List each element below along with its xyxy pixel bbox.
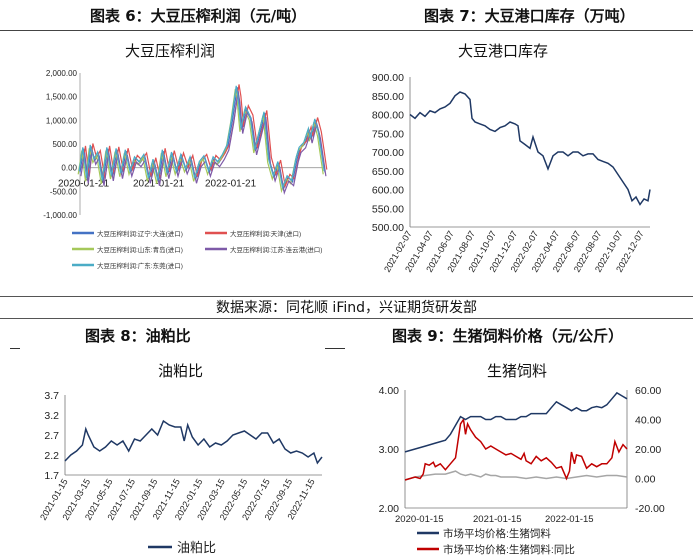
series-line bbox=[77, 89, 324, 194]
y-tick-label: 1,000.00 bbox=[46, 116, 78, 125]
y-tick-label: 500.00 bbox=[372, 222, 404, 234]
y-tick-label: 2.00 bbox=[379, 503, 400, 515]
y-tick-label: 650.00 bbox=[372, 166, 404, 178]
y-tick-label: 800.00 bbox=[372, 110, 404, 122]
chart-header-8: 图表 8：油粕比 bbox=[85, 327, 191, 345]
y-tick-label: 2.7 bbox=[44, 430, 59, 442]
y2-tick-label: 20.00 bbox=[635, 444, 661, 456]
chart-1-title: 大豆压榨利润 bbox=[125, 42, 216, 60]
y-tick-label: 3.2 bbox=[44, 410, 59, 422]
legend-label: 大豆压榨利润:江苏:连云港(进口) bbox=[230, 245, 322, 254]
y-tick-label: 700.00 bbox=[372, 147, 404, 159]
y-tick-label: 3.00 bbox=[379, 444, 400, 456]
chart-header-9: 图表 9：生猪饲料价格（元/公斤） bbox=[392, 327, 624, 345]
y2-tick-label: -20.00 bbox=[635, 503, 665, 515]
series-line-gray bbox=[404, 470, 628, 481]
divider bbox=[325, 348, 345, 349]
y-tick-label: 600.00 bbox=[372, 185, 404, 197]
series-line bbox=[64, 419, 323, 465]
y2-tick-label: 0.00 bbox=[635, 474, 656, 486]
chart-header-6: 图表 6：大豆压榨利润（元/吨） bbox=[90, 7, 307, 25]
chart-2-title: 大豆港口库存 bbox=[458, 42, 549, 60]
series-line-price bbox=[404, 391, 628, 453]
y-tick-label: 850.00 bbox=[372, 91, 404, 103]
series-line bbox=[409, 91, 651, 206]
x-tick-label: 2021-01-15 bbox=[473, 514, 522, 525]
y-tick-label: 3.7 bbox=[44, 390, 59, 402]
x-tick-label: 2022-01-15 bbox=[545, 514, 594, 525]
y-tick-label: -500.00 bbox=[50, 187, 78, 196]
y-tick-label: -1,000.00 bbox=[43, 211, 77, 220]
y-tick-label: 2,000.00 bbox=[46, 69, 78, 78]
y-tick-label: 550.00 bbox=[372, 203, 404, 215]
series-line-yoy bbox=[404, 417, 628, 481]
y-tick-label: 1.7 bbox=[44, 470, 59, 482]
series-line bbox=[78, 85, 325, 190]
y2-tick-label: 60.00 bbox=[635, 385, 661, 397]
divider bbox=[0, 30, 693, 31]
series-line bbox=[79, 87, 326, 192]
y-tick-label: 1,500.00 bbox=[46, 93, 78, 102]
legend-label: 大豆压榨利润:山东:青岛(进口) bbox=[97, 245, 183, 254]
y2-tick-label: 40.00 bbox=[635, 415, 661, 427]
y-tick-label: 900.00 bbox=[372, 72, 404, 84]
y-tick-label: 750.00 bbox=[372, 128, 404, 140]
legend-label: 大豆压榨利润:辽宁:大连(进口) bbox=[97, 229, 183, 238]
chart-4-title: 生猪饲料 bbox=[487, 362, 548, 380]
y-tick-label: 2.2 bbox=[44, 450, 59, 462]
legend-label: 市场平均价格:生猪饲料 bbox=[443, 527, 551, 540]
divider bbox=[0, 318, 693, 319]
y-tick-label: 4.00 bbox=[379, 385, 400, 397]
x-tick-label: 2022-01-21 bbox=[205, 179, 257, 190]
chart-soy-crush-profit: -1,000.00 -500.00 0.00 500.00 1,000.00 1,500.… bbox=[43, 69, 328, 270]
legend-label: 油粕比 bbox=[177, 540, 216, 555]
y-tick-label: 0.00 bbox=[61, 164, 77, 173]
legend-label: 大豆压榨利润:广东:东莞(进口) bbox=[97, 261, 183, 270]
chart-soy-port-inventory: 500.00 550.00 600.00 650.00 700.00 750.00 800.… bbox=[372, 72, 651, 274]
divider bbox=[10, 348, 20, 349]
chart-hog-feed-price: 2.00 3.00 4.00 -20.00 0.00 20.00 40.00 60.00 202… bbox=[379, 385, 665, 556]
x-tick-label: 2020-01-21 bbox=[58, 179, 110, 190]
chart-header-7: 图表 7：大豆港口库存（万吨） bbox=[424, 7, 635, 25]
x-tick-label: 2020-01-15 bbox=[395, 514, 444, 525]
chart-3-title: 油粕比 bbox=[158, 362, 204, 380]
divider bbox=[0, 296, 693, 297]
legend-label: 大豆压榨利润:天津(进口) bbox=[230, 229, 301, 238]
legend-label: 市场平均价格:生猪饲料:同比 bbox=[443, 543, 575, 556]
y-tick-label: 500.00 bbox=[53, 140, 78, 149]
data-source: 数据来源：同花顺 iFind，兴证期货研发部 bbox=[215, 300, 478, 316]
chart-oil-meal-ratio: 1.72.22.73.23.72021-01-152021-03-152021-… bbox=[38, 390, 323, 555]
